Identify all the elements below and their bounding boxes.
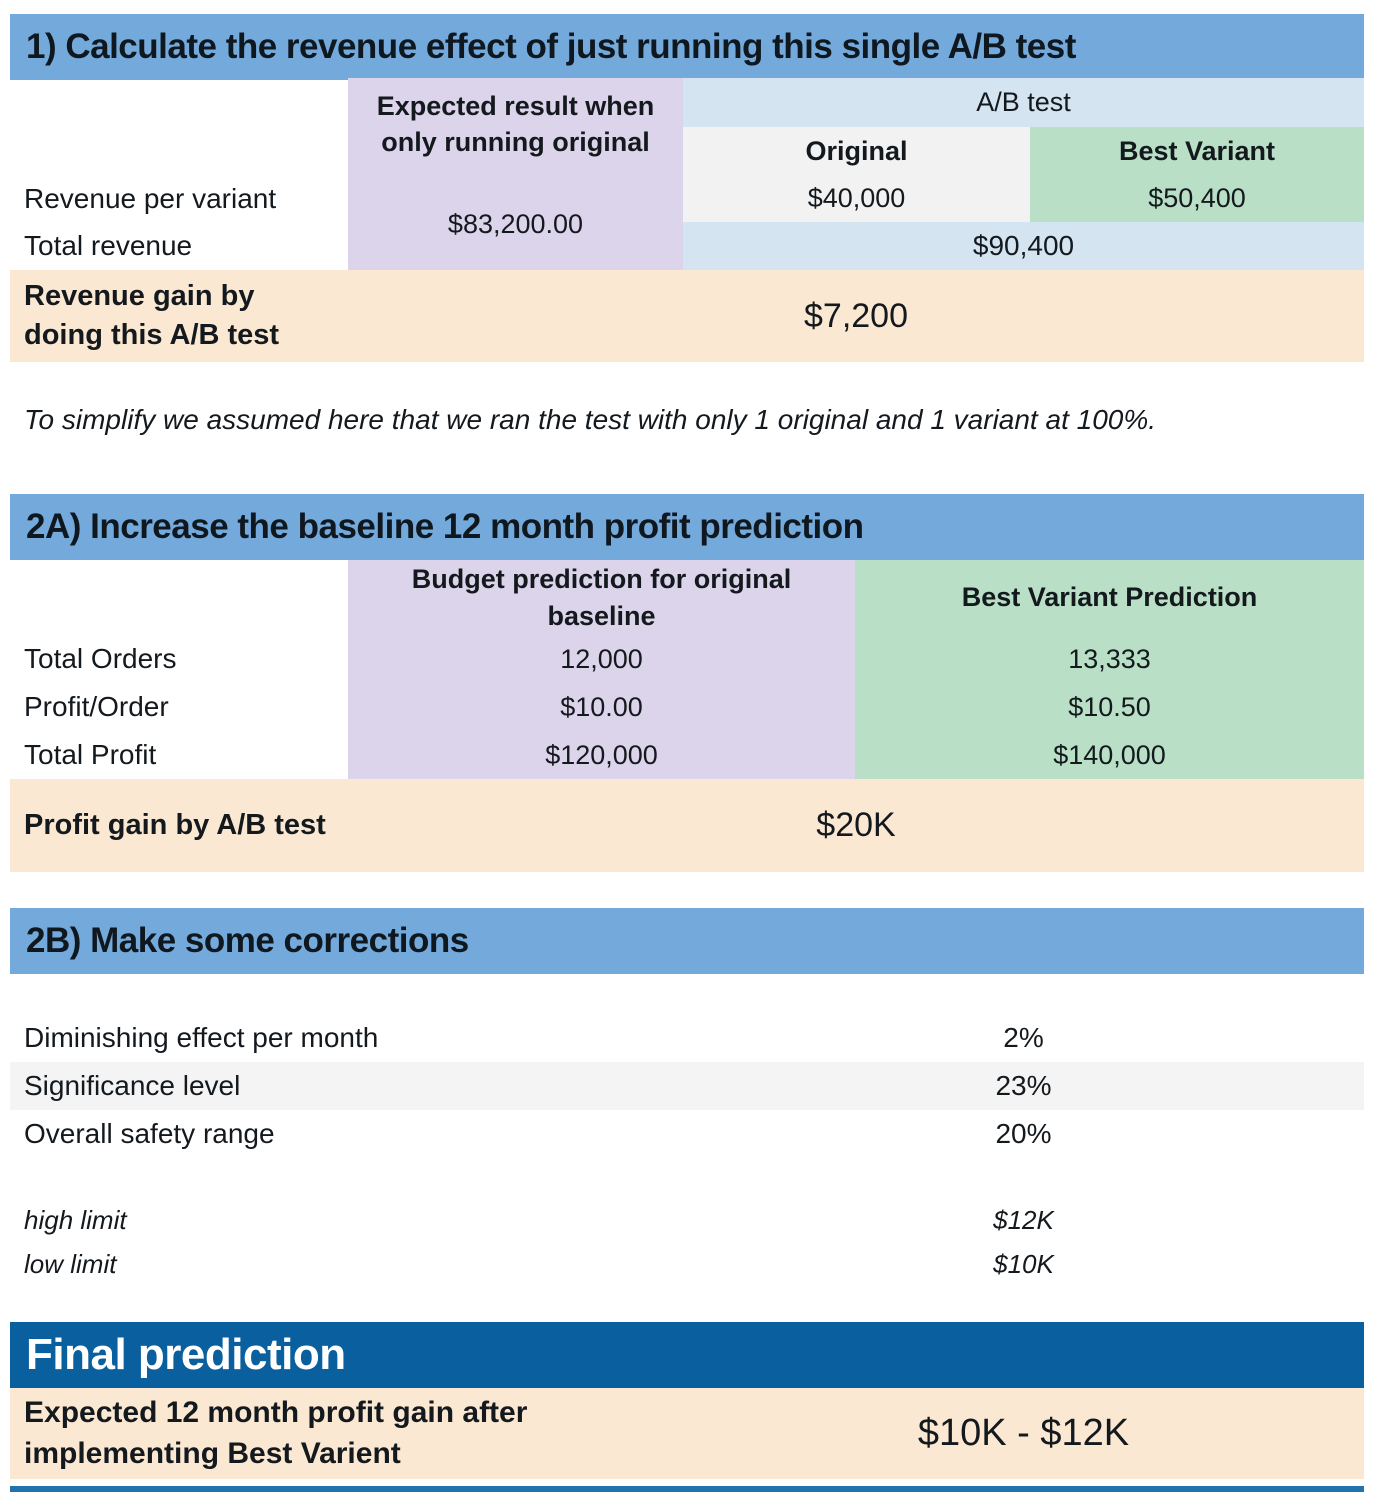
profit-gain-value: $20K: [816, 806, 896, 844]
diminishing-effect-row: Diminishing effect per month 2%: [10, 1014, 1364, 1062]
profit-gain-label: Profit gain by A/B test: [24, 779, 326, 872]
significance-level-value: 23%: [995, 1070, 1052, 1101]
revenue-gain-label-line1: Revenue gain by: [24, 279, 255, 312]
low-limit-row: low limit $10K: [10, 1242, 1364, 1286]
revenue-gain-value: $7,200: [804, 296, 908, 335]
overall-safety-range-row: Overall safety range 20%: [10, 1110, 1364, 1158]
revenue-gain-label-line2: doing this A/B test: [24, 319, 280, 351]
revenue-gain-row: Revenue gain by doing this A/B test $7,2…: [10, 270, 1364, 362]
best-variant-revenue-value: $50,400: [1030, 175, 1364, 222]
profit-per-order-variant-value: $10.50: [1068, 691, 1151, 722]
expected-result-cell: Expected result when only running origin…: [348, 78, 683, 270]
original-revenue-value: $40,000: [683, 175, 1030, 222]
significance-level-label: Significance level: [24, 1070, 241, 1101]
high-limit-value: $12K: [993, 1204, 1054, 1235]
expected-result-value: $83,200.00: [447, 209, 584, 239]
bottom-cropped-bar: [10, 1486, 1364, 1492]
section2b-header: 2B) Make some corrections: [10, 908, 1364, 974]
total-revenue-label: Total revenue: [24, 230, 193, 261]
final-prediction-header: Final prediction: [10, 1322, 1364, 1388]
profit-per-order-budget-value: $10.00: [560, 691, 643, 722]
ab-test-band: A/B test: [683, 78, 1364, 127]
final-prediction-label-line2: implementing Best Varient: [24, 1436, 401, 1470]
final-prediction-row: Expected 12 month profit gain after impl…: [10, 1388, 1364, 1479]
original-column-header: Original: [683, 127, 1030, 175]
low-limit-value: $10K: [993, 1248, 1054, 1279]
revenue-gain-label: Revenue gain by doing this A/B test: [24, 270, 279, 362]
budget-prediction-column-header: Budget prediction for original baseline: [411, 564, 792, 631]
low-limit-label: low limit: [24, 1248, 117, 1279]
total-orders-budget-value: 12,000: [560, 643, 643, 674]
total-profit-budget-value: $120,000: [545, 739, 658, 770]
final-prediction-label-line1: Expected 12 month profit gain after: [24, 1396, 528, 1429]
high-limit-label: high limit: [24, 1204, 127, 1235]
section2a-header: 2A) Increase the baseline 12 month profi…: [10, 494, 1364, 560]
profit-per-order-label: Profit/Order: [24, 691, 169, 722]
budget-prediction-column-bg: [348, 560, 855, 779]
final-prediction-value: $10K - $12K: [917, 1412, 1130, 1454]
profit-gain-row: Profit gain by A/B test $20K: [10, 779, 1364, 872]
final-prediction-label: Expected 12 month profit gain after impl…: [24, 1388, 527, 1479]
high-limit-row: high limit $12K: [10, 1198, 1364, 1242]
best-variant-prediction-column-bg: [855, 560, 1364, 779]
best-variant-column-header: Best Variant: [1030, 127, 1364, 175]
section1-header: 1) Calculate the revenue effect of just …: [10, 14, 1364, 80]
diminishing-effect-value: 2%: [1003, 1022, 1044, 1053]
revenue-per-variant-label: Revenue per variant: [24, 182, 277, 214]
best-variant-prediction-column-header: Best Variant Prediction: [961, 582, 1258, 612]
total-profit-label: Total Profit: [24, 739, 157, 770]
overall-safety-range-value: 20%: [995, 1118, 1052, 1149]
total-orders-variant-value: 13,333: [1068, 643, 1151, 674]
expected-result-header: Expected result when only running origin…: [376, 91, 655, 158]
significance-level-row: Significance level 23%: [10, 1062, 1364, 1110]
overall-safety-range-label: Overall safety range: [24, 1118, 275, 1149]
total-revenue-value: $90,400: [683, 222, 1364, 270]
total-profit-variant-value: $140,000: [1053, 739, 1166, 770]
profit-gain-label-text: Profit gain by A/B test: [24, 808, 326, 841]
total-orders-label: Total Orders: [24, 643, 177, 674]
diminishing-effect-label: Diminishing effect per month: [24, 1022, 379, 1053]
simplification-note: To simplify we assumed here that we ran …: [24, 404, 1157, 435]
